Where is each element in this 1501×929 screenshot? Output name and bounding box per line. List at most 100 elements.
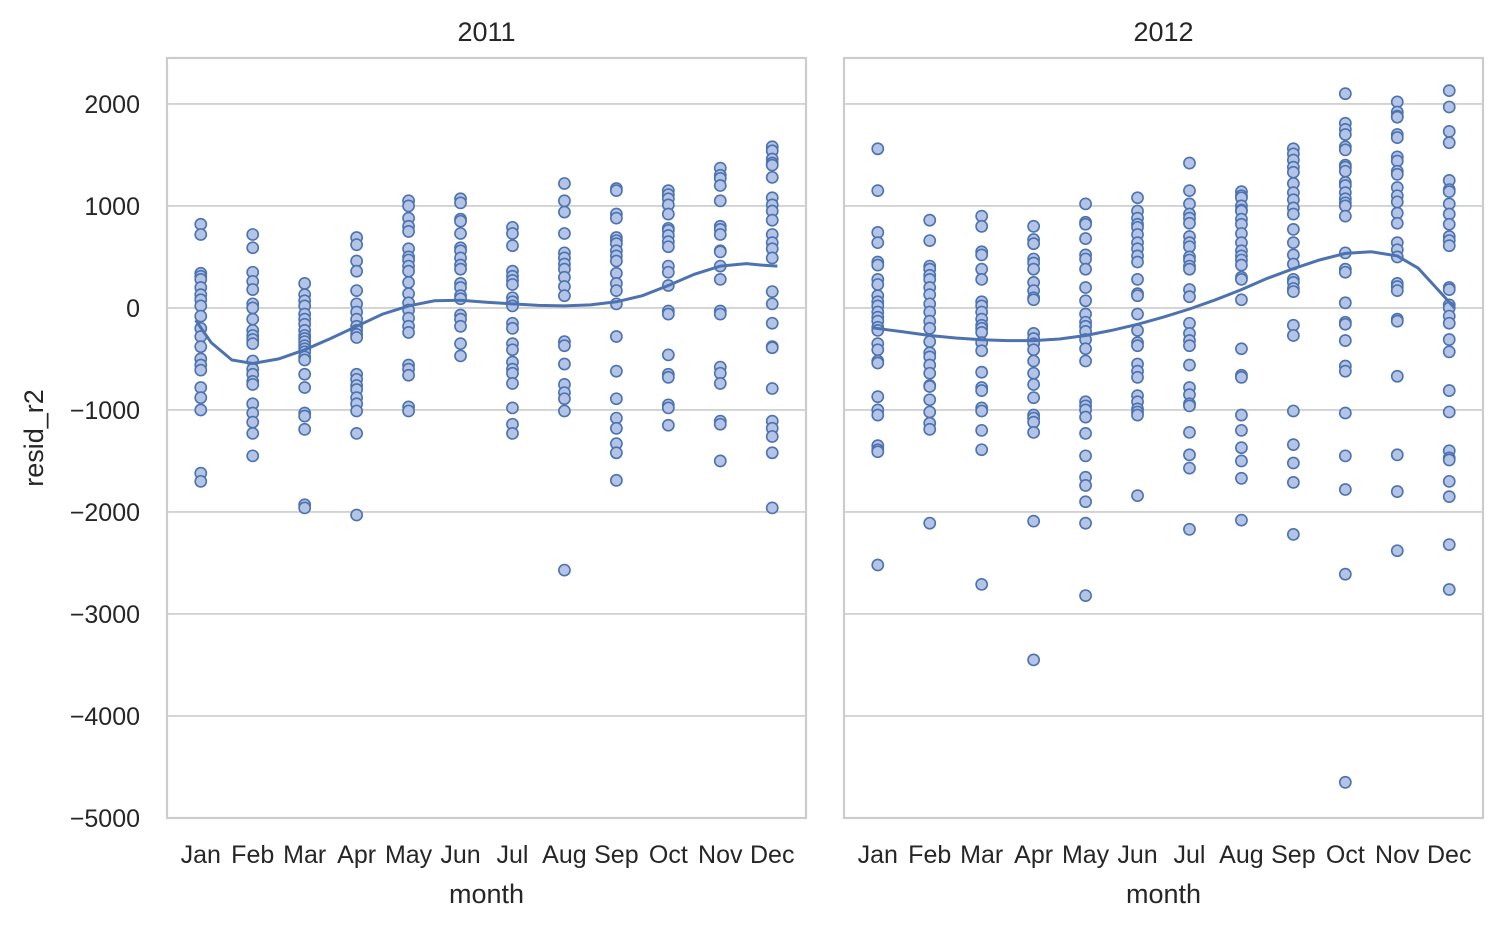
data-point: [661, 207, 675, 221]
data-point: [246, 312, 260, 326]
data-point: [765, 501, 779, 515]
data-point: [1027, 425, 1041, 439]
data-point: [350, 508, 364, 522]
data-point: [1183, 448, 1196, 462]
data-point: [975, 248, 989, 262]
data-point: [1338, 143, 1352, 157]
x-tick-label: Sep: [1271, 841, 1315, 869]
data-point: [661, 418, 675, 432]
data-point: [1442, 490, 1456, 504]
data-point: [871, 278, 885, 291]
data-point: [1079, 516, 1092, 530]
data-point: [506, 377, 519, 390]
data-point: [1338, 334, 1352, 347]
x-tick-label: Mar: [283, 841, 326, 869]
data-point: [1442, 316, 1456, 330]
data-point: [1338, 406, 1352, 420]
data-point: [454, 337, 467, 351]
data-point: [923, 393, 937, 407]
data-point: [402, 276, 415, 289]
data-point: [350, 404, 364, 418]
data-point: [298, 277, 312, 290]
data-point: [1183, 425, 1196, 439]
data-point: [871, 343, 885, 357]
data-point: [1183, 358, 1196, 372]
x-tick-label: Oct: [649, 841, 688, 869]
data-point: [1079, 294, 1092, 308]
data-point: [609, 284, 623, 297]
x-tick-label: Dec: [750, 841, 794, 869]
x-tick-label: Jun: [440, 841, 480, 869]
data-point: [1183, 184, 1196, 198]
data-point: [1390, 448, 1404, 462]
data-point: [246, 427, 260, 440]
data-point: [1131, 272, 1144, 286]
data-point: [1235, 423, 1248, 437]
data-point: [1131, 489, 1144, 503]
data-point: [194, 474, 208, 488]
data-point: [194, 363, 208, 377]
x-tick-label: May: [385, 841, 433, 869]
data-point: [923, 366, 937, 380]
data-point: [402, 326, 415, 339]
data-point: [923, 405, 937, 419]
data-point: [298, 422, 312, 436]
data-point: [246, 241, 260, 255]
data-point: [246, 228, 260, 241]
data-point: [506, 299, 519, 313]
x-tick-label: Aug: [1219, 841, 1263, 869]
data-point: [713, 272, 727, 286]
data-point: [1338, 87, 1352, 101]
data-point: [1390, 544, 1404, 558]
data-point: [1442, 100, 1456, 114]
data-point: [1390, 131, 1404, 144]
data-point: [1390, 110, 1404, 124]
data-point: [454, 262, 467, 276]
y-tick-label: −1000: [70, 397, 140, 425]
data-point: [506, 343, 519, 357]
data-point: [871, 558, 885, 572]
data-point: [1442, 345, 1456, 359]
data-point: [871, 184, 885, 198]
data-point: [1235, 441, 1248, 455]
data-point: [1131, 370, 1144, 384]
data-point: [1338, 209, 1352, 223]
data-point: [1079, 479, 1092, 492]
data-point: [1183, 461, 1196, 475]
data-point: [558, 563, 571, 577]
data-point: [454, 196, 467, 210]
data-point: [1338, 364, 1352, 378]
data-point: [350, 284, 364, 297]
data-point: [1286, 475, 1300, 489]
data-point: [1027, 354, 1041, 368]
data-point: [454, 292, 467, 306]
data-point: [1286, 222, 1300, 236]
data-point: [1235, 342, 1248, 356]
data-point: [454, 319, 467, 333]
data-point: [1338, 265, 1352, 279]
x-tick-label: Jan: [858, 841, 898, 869]
data-point: [1183, 290, 1196, 304]
data-point: [1338, 483, 1352, 496]
x-axis-label: month: [449, 879, 524, 909]
data-point: [1131, 339, 1144, 353]
data-point: [506, 239, 519, 253]
data-point: [1442, 384, 1456, 397]
data-point: [298, 501, 312, 515]
data-point: [1442, 136, 1456, 150]
y-tick-label: −2000: [70, 499, 140, 527]
x-tick-label: Jul: [496, 841, 528, 869]
data-point: [1079, 410, 1092, 424]
data-point: [871, 445, 885, 459]
data-point: [1027, 219, 1041, 233]
x-tick-label: Dec: [1427, 841, 1471, 869]
data-point: [1390, 284, 1404, 297]
data-point: [1131, 408, 1144, 422]
data-point: [506, 278, 519, 291]
data-point: [246, 301, 260, 315]
data-point: [1235, 513, 1248, 527]
data-point: [609, 392, 623, 406]
panel-frame: [842, 56, 1485, 820]
data-point: [713, 454, 727, 468]
data-point: [871, 258, 885, 272]
